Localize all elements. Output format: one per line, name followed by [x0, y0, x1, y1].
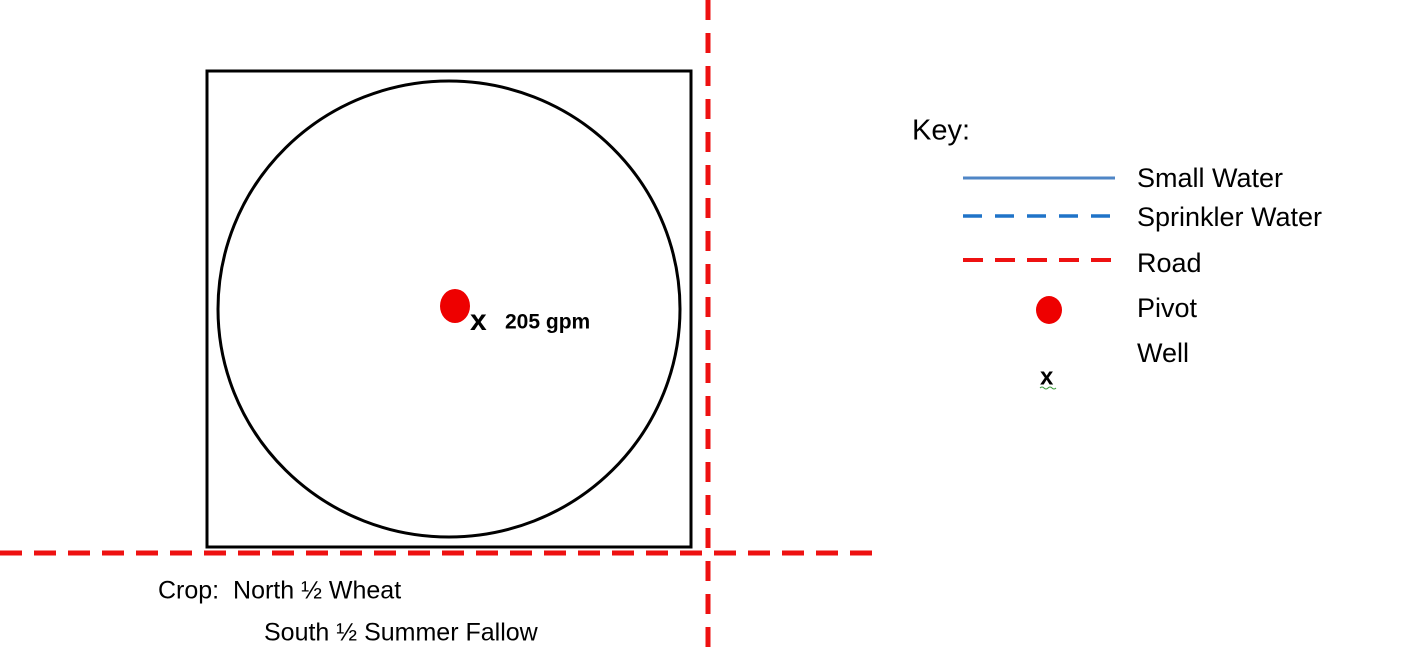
well-label: 205 gpm	[505, 311, 590, 334]
well-symbol: x	[470, 304, 487, 337]
key-label: Road	[1137, 248, 1202, 278]
field-boundary	[205, 69, 693, 549]
spell-underline	[1039, 386, 1057, 390]
key-pivot	[1036, 296, 1062, 324]
crop-line: South ½ Summer Fallow	[264, 619, 539, 647]
key-label: Well	[1137, 338, 1189, 368]
key-label: Sprinkler Water	[1137, 202, 1322, 232]
pivot	[440, 289, 470, 323]
pivot-circle	[216, 79, 682, 539]
key-title: Key:	[912, 115, 970, 147]
key-label: Small Water	[1137, 163, 1283, 193]
key-label: Pivot	[1137, 293, 1198, 323]
crop-line: Crop: North ½ Wheat	[158, 577, 401, 605]
key-well-symbol: x	[1040, 363, 1054, 390]
